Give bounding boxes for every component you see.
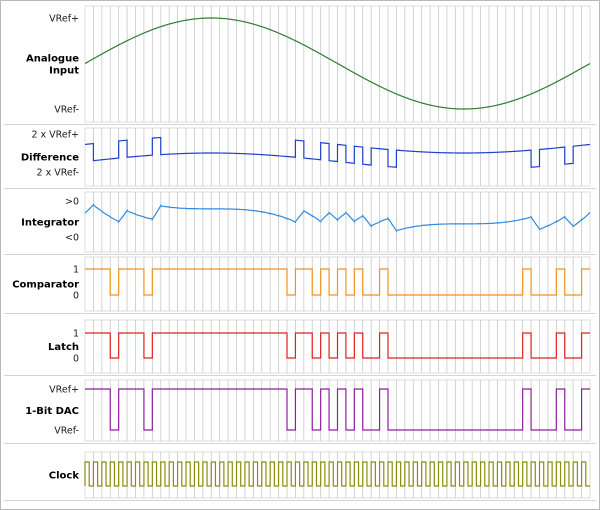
level-label: >0 xyxy=(65,197,79,208)
panel-title: Difference xyxy=(21,153,79,164)
panel-title: 1-Bit DAC xyxy=(25,406,79,417)
latch-waveform xyxy=(85,332,590,359)
analogue-input-waveform xyxy=(84,17,591,110)
panel-title: Input xyxy=(49,66,79,77)
level-label: 0 xyxy=(73,354,79,365)
panel-title: Comparator xyxy=(12,280,79,291)
panel-title: Integrator xyxy=(21,218,79,229)
level-label: VRef- xyxy=(54,105,79,116)
level-label: 2 x VRef- xyxy=(37,168,79,179)
dac-waveform xyxy=(85,388,590,431)
level-label: 1 xyxy=(73,329,79,340)
level-label: 1 xyxy=(73,265,79,276)
difference-waveform xyxy=(84,136,591,168)
level-label: <0 xyxy=(65,233,79,244)
level-label: 0 xyxy=(73,291,79,302)
level-label: VRef+ xyxy=(49,385,79,396)
level-label: 2 x VRef+ xyxy=(31,130,79,141)
level-label: VRef+ xyxy=(49,14,79,25)
panel-title: Latch xyxy=(48,342,79,353)
level-label: VRef- xyxy=(54,426,79,437)
panel-title: Analogue xyxy=(26,54,79,65)
integrator-waveform xyxy=(84,203,591,233)
panel-title: Clock xyxy=(49,471,80,482)
clock-waveform xyxy=(84,461,590,487)
comparator-waveform xyxy=(85,268,590,296)
